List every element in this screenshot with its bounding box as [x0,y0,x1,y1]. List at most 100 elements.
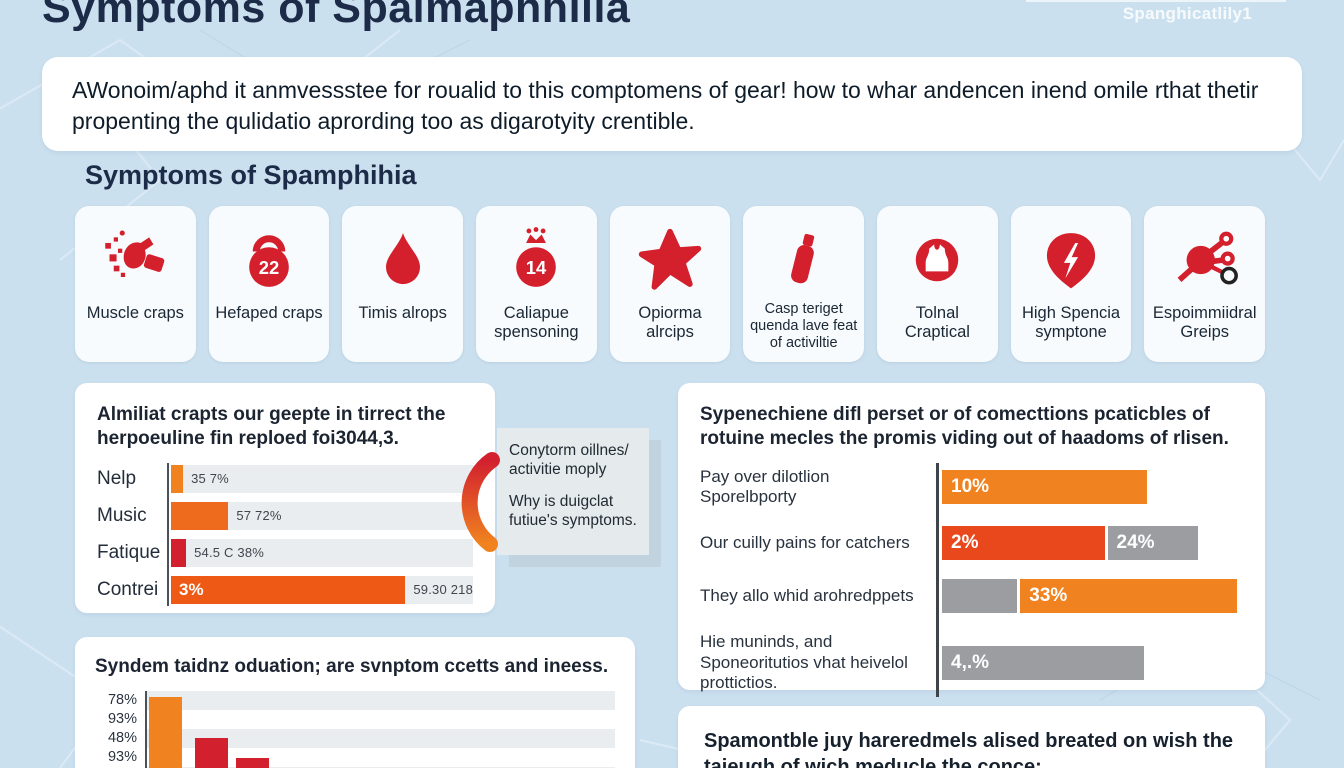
left-chart-title: Almiliat crapts our geepte in tirrect th… [97,404,446,449]
vertical-bar [195,737,228,768]
money-bag-icon: 14 [502,218,570,302]
stacked-row-1: Pay over dilotlion Sporelbporty 10% [700,467,1243,508]
symptom-cards-row: Muscle craps 22 Hefaped craps Timis alro… [75,206,1266,362]
y-tick: 48% [107,729,137,746]
bar-value-inside: 3% [179,579,204,599]
symptom-card-label: Timis alrops [358,304,447,322]
bar: 3% [171,575,406,604]
plot-area [145,690,615,768]
symptom-card-caliapue-spensoning: 14 Caliapue spensoning [476,206,597,362]
page-title: Symptoms of Spalmaphhilia [42,0,631,32]
symptom-card-label: Caliapue spensoning [494,304,579,342]
y-tick: 93% [107,710,137,727]
right-bar-chart-panel: Sypenechiene difl perset or of comecttio… [678,383,1265,698]
stacked-row-4: Hie muninds, and Sponeoritutios vhat hei… [700,632,1243,693]
bar-category-label: Music [97,504,147,526]
segment-value: 24% [1116,532,1155,554]
bar [171,501,229,530]
symptom-card-label: High Spencia symptone [1021,304,1121,342]
note-box: Conytorm oillnes/ activitie moply Why is… [497,428,649,555]
vertical-bar-chart: 78% 93% 48% 93% 22% [95,690,615,768]
bar-category-label: Contrei [97,578,159,600]
vertical-bar [236,758,269,768]
symptom-card-opiorma-alrcips: Opiorma alrcips [609,206,731,362]
kettlebell-icon: 22 [235,218,303,302]
symptom-card-hefaped-craps: 22 Hefaped craps [208,206,330,362]
bar-category-label: Fatique [97,541,161,563]
row-bars: 33% [942,579,1243,614]
star-splat-icon [636,218,704,302]
crescent-arc-decoration [461,452,500,552]
row-label: Our cuilly pains for catchers [700,533,910,553]
symptom-card-label: Espoimmiidral Greips [1152,304,1257,342]
note-line-2: Why is duigclat futiue's symptoms. [509,492,637,530]
right-chart-title: Sypenechiene difl perset or of comecttio… [700,404,1229,449]
stacked-row-2: Our cuilly pains for catchers 2% 24% [700,526,1243,561]
bar-row-music: Music 57 72% [97,501,473,530]
bar-track: 54.5 C 38% [171,538,473,567]
vertical-bar [149,697,182,768]
segment-value: 33% [1029,585,1068,607]
bar-row-nelp: Nelp 35 7% [97,464,473,493]
intro-card: AWonoim/aphd it anmvessstee for roualid … [42,57,1302,151]
row-label: Pay over dilotlion Sporelbporty [700,466,830,506]
bar-value-label: 57 72% [236,508,282,523]
symptom-card-casp-teriget: Casp teriget quenda lave feat of activil… [743,206,865,362]
symptom-card-high-spencia: High Spencia symptone [1010,206,1132,362]
kettlebell-badge: 22 [259,257,279,278]
bar-category-label: Nelp [97,467,137,489]
bar-track: 3% 59.30 218 [171,575,473,604]
bar-value-label: 35 7% [191,471,229,486]
symptom-card-label: Casp teriget quenda lave feat of activil… [750,300,858,351]
row-label: Hie muninds, and Sponeoritutios vhat hei… [700,632,908,693]
bottom-left-chart-panel: Syndem taidnz oduation; are svnptom ccet… [75,637,635,768]
symptom-card-timis-alrops: Timis alrops [342,206,464,362]
symptoms-heading: Symptoms of Spamphihia [85,160,417,190]
symptom-card-tolnal-craptical: Tolnal Craptical [877,206,998,362]
bar-segment: 24% [1107,526,1198,561]
bar [171,464,184,493]
left-bar-chart-panel: Almiliat crapts our geepte in tirrect th… [75,383,495,613]
right-bar-chart: Pay over dilotlion Sporelbporty 10% Our … [700,462,1243,698]
molecule-icon [1171,218,1239,302]
y-tick: 78% [107,691,137,708]
symptom-card-muscle-craps: Muscle craps [75,206,196,362]
y-tick: 93% [107,748,137,765]
lightning-pick-icon [1037,218,1105,302]
bar-segment: 2% [942,526,1105,561]
symptom-card-label: Tolnal Craptical [904,304,970,342]
watermark-text: Spanghicatlily1 [1122,4,1252,23]
right-chart-axis [936,462,939,698]
symptom-card-label: Hefaped craps [215,304,323,322]
symptom-card-label: Opiorma alrcips [638,304,702,342]
money-bag-badge: 14 [526,257,547,278]
row-label: They allo whid arohredppets [700,586,914,606]
bottle-icon [770,218,838,299]
bar-segment: 4,.% [942,645,1144,680]
symptom-card-espoimmiidral-greips: Espoimmiidral Greips [1144,206,1266,362]
row-bars: 2% 24% [942,526,1243,561]
row-bars: 4,.% [942,645,1243,680]
bottom-left-chart-title: Syndem taidnz oduation; are svnptom ccet… [95,656,609,677]
bottom-right-text-panel: Spamontble juy hareredmels alised breate… [678,706,1265,768]
left-chart-axis [167,462,169,606]
left-bar-chart: Nelp 35 7% Music 57 72% Fatique 54.5 C 3… [97,462,473,606]
note-line-1: Conytorm oillnes/ activitie moply [509,442,629,479]
segment-value: 10% [951,475,990,497]
segment-value: 4,.% [951,651,990,673]
bar-segment: 33% [1020,579,1237,614]
bar-segment [942,579,1018,614]
row-bars: 10% [942,469,1243,504]
droplet-icon [369,218,437,302]
bar-segment: 10% [942,469,1147,504]
bar-track: 35 7% [171,464,473,493]
y-axis-tick-labels: 78% 93% 48% 93% 22% [95,691,145,768]
intro-text: AWonoim/aphd it anmvessstee for roualid … [72,77,1259,135]
bottom-right-text: Spamontble juy hareredmels alised breate… [704,730,1234,768]
vest-circle-icon [903,218,971,302]
symptom-card-label: Muscle craps [86,304,184,322]
bar-row-contrei: Contrei 3% 59.30 218 [97,575,473,604]
stacked-row-3: They allo whid arohredppets 33% [700,579,1243,614]
bar [171,538,187,567]
